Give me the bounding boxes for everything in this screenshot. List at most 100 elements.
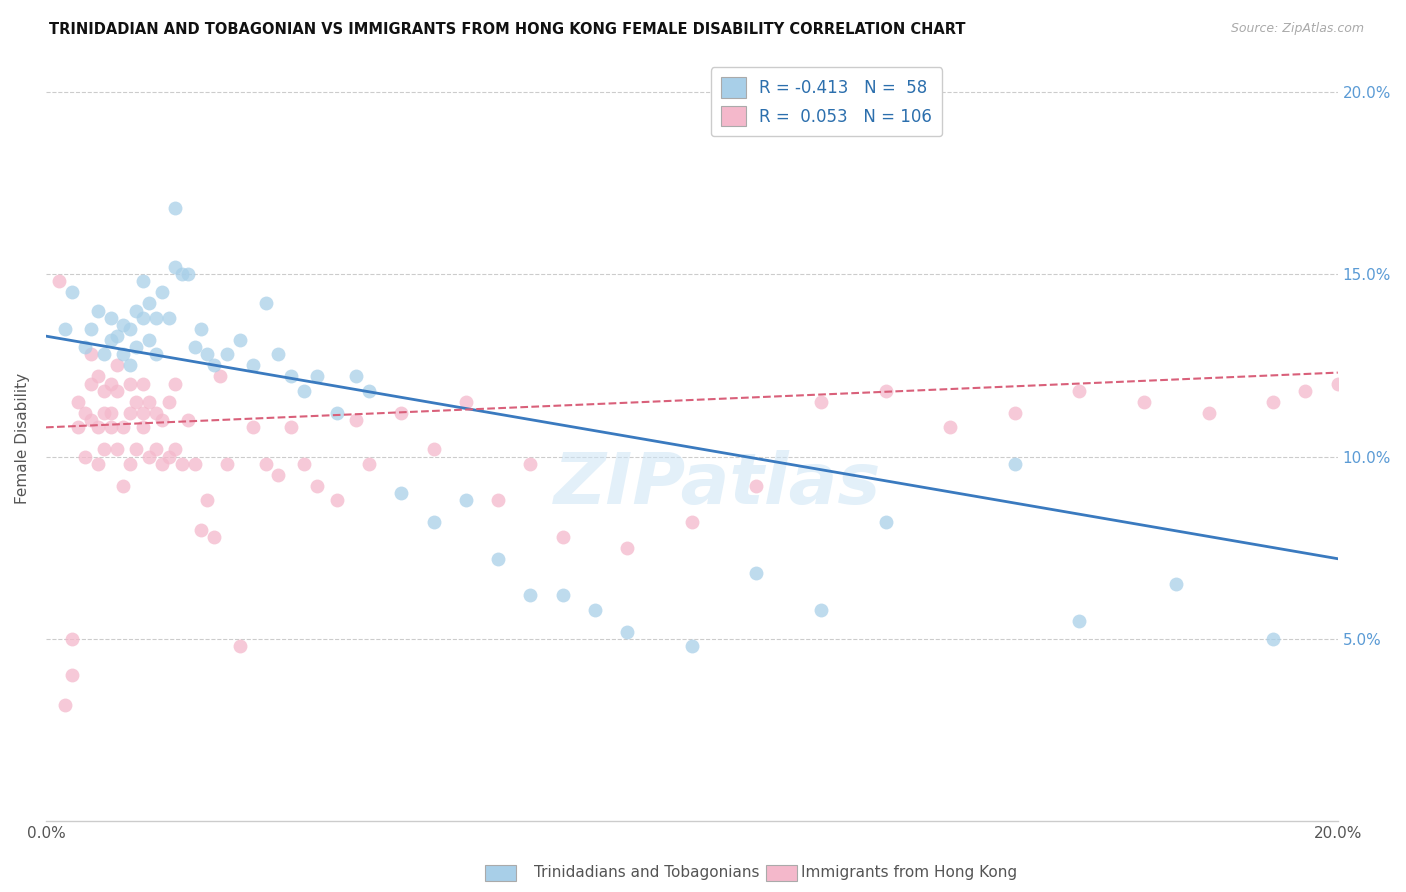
Text: ZIPatlas: ZIPatlas [554,450,882,519]
Point [100,406,122,420]
Point [118,406,141,420]
Point [170,267,193,281]
Point [150,285,173,300]
Text: Trinidadians and Tobagonians: Trinidadians and Tobagonians [534,865,759,880]
Point [519,457,541,471]
Point [1166,577,1188,591]
Point [551,530,574,544]
Point [875,515,897,529]
Point [357,457,380,471]
Point [1391,394,1406,409]
Point [170,457,193,471]
Point [112,347,135,361]
Text: TRINIDADIAN AND TOBAGONIAN VS IMMIGRANTS FROM HONG KONG FEMALE DISABILITY CORREL: TRINIDADIAN AND TOBAGONIAN VS IMMIGRANTS… [49,22,966,37]
Point [157,394,180,409]
Point [254,457,277,471]
Point [1294,384,1316,398]
Point [1133,394,1156,409]
Point [105,329,128,343]
Point [118,376,141,391]
Point [422,442,444,457]
Point [165,202,187,216]
Point [202,359,225,373]
Point [73,406,96,420]
Point [280,369,302,384]
Point [1326,376,1348,391]
Point [202,530,225,544]
Point [67,394,90,409]
Point [681,515,703,529]
Point [344,369,367,384]
Point [132,310,155,325]
Point [486,551,509,566]
Point [53,322,76,336]
Point [132,274,155,288]
Point [519,588,541,602]
Point [280,420,302,434]
Point [183,340,205,354]
Point [125,340,148,354]
Point [80,322,103,336]
Point [1263,632,1285,646]
Point [80,413,103,427]
Point [138,450,160,464]
Point [80,376,103,391]
Point [325,406,347,420]
Point [145,310,167,325]
Point [292,384,315,398]
Point [183,457,205,471]
Point [86,369,108,384]
Point [112,479,135,493]
Point [745,566,768,581]
Point [100,333,122,347]
Point [215,347,238,361]
Point [745,479,768,493]
Point [105,384,128,398]
Point [150,457,173,471]
Point [145,442,167,457]
Point [93,442,115,457]
Point [307,479,329,493]
Point [254,296,277,310]
Point [1263,394,1285,409]
Point [67,420,90,434]
Y-axis label: Female Disability: Female Disability [15,373,30,504]
Point [118,457,141,471]
Point [100,310,122,325]
Point [165,376,187,391]
Point [215,457,238,471]
Point [229,333,252,347]
Legend: R = -0.413   N =  58, R =  0.053   N = 106: R = -0.413 N = 58, R = 0.053 N = 106 [710,67,942,136]
Point [105,359,128,373]
Point [125,442,148,457]
Point [48,274,70,288]
Point [389,486,412,500]
Point [157,450,180,464]
Point [616,541,638,555]
Point [454,394,477,409]
Point [810,603,832,617]
Point [810,394,832,409]
Point [325,493,347,508]
Point [292,457,315,471]
Point [132,376,155,391]
Point [112,420,135,434]
Point [86,420,108,434]
Point [60,632,83,646]
Point [53,698,76,712]
Point [177,413,200,427]
Point [229,640,252,654]
Point [93,384,115,398]
Point [93,406,115,420]
Point [1378,384,1400,398]
Point [138,333,160,347]
Point [1069,614,1091,628]
Point [875,384,897,398]
Point [118,359,141,373]
Point [157,310,180,325]
Point [1069,384,1091,398]
Point [86,303,108,318]
Point [190,523,212,537]
Point [190,322,212,336]
Point [486,493,509,508]
